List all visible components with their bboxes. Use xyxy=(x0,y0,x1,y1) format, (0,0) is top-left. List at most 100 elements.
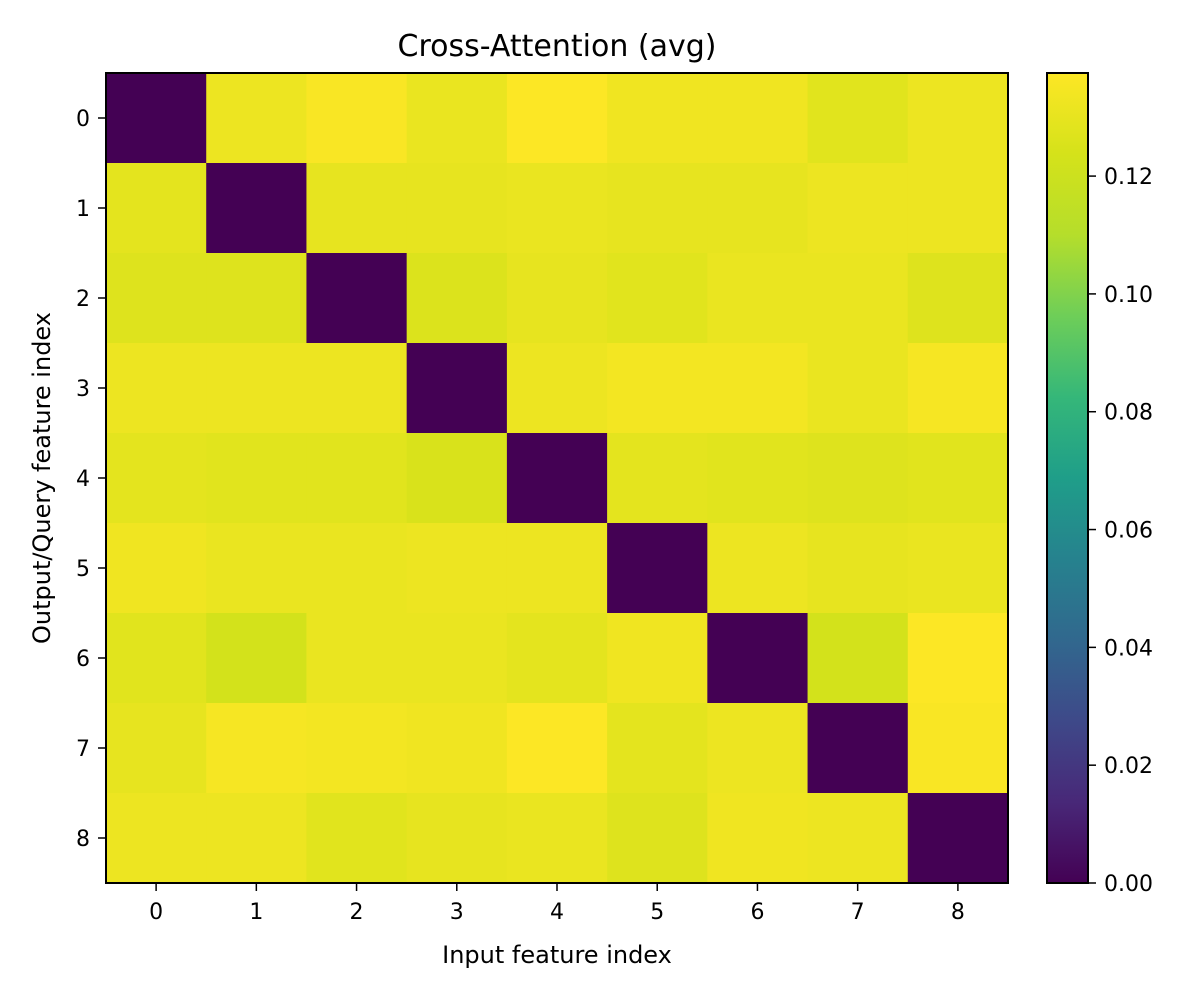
colorbar-tick-label: 0.10 xyxy=(1104,283,1153,308)
heatmap-cell xyxy=(406,73,508,164)
heatmap-cell xyxy=(707,613,809,704)
heatmap-cell xyxy=(306,253,408,344)
x-tick-label: 6 xyxy=(750,900,764,925)
heatmap-cell xyxy=(206,703,308,794)
heatmap-cell xyxy=(907,703,1009,794)
heatmap-cell xyxy=(506,523,608,614)
heatmap-cell xyxy=(306,343,408,434)
heatmap-cell xyxy=(106,793,207,884)
heatmap-cell xyxy=(607,343,708,434)
heatmap-cell xyxy=(607,793,708,884)
x-tick-label: 2 xyxy=(350,900,364,925)
heatmap-cell xyxy=(506,343,608,434)
heatmap-cell xyxy=(907,433,1009,524)
heatmap-cell xyxy=(807,793,909,884)
heatmap-cell xyxy=(807,433,909,524)
y-tick-label: 1 xyxy=(76,197,90,222)
heatmap-cell xyxy=(206,253,308,344)
heatmap-cell xyxy=(206,613,308,704)
heatmap-cell xyxy=(206,793,308,884)
heatmap-cell xyxy=(506,613,608,704)
heatmap-cell xyxy=(106,613,207,704)
heatmap-cell xyxy=(707,343,809,434)
heatmap-cell xyxy=(907,343,1009,434)
heatmap-cell xyxy=(106,73,207,164)
y-tick-label: 5 xyxy=(76,557,90,582)
heatmap-cell xyxy=(306,73,408,164)
heatmap-cell xyxy=(807,703,909,794)
heatmap-cell xyxy=(807,73,909,164)
heatmap-cell xyxy=(306,613,408,704)
heatmap-cell xyxy=(406,433,508,524)
heatmap-cell xyxy=(907,163,1009,254)
chart-title: Cross-Attention (avg) xyxy=(398,29,717,64)
colorbar-tick-label: 0.08 xyxy=(1104,401,1153,426)
heatmap-cell xyxy=(607,703,708,794)
heatmap-cell xyxy=(907,253,1009,344)
heatmap-cell xyxy=(607,73,708,164)
x-tick-label: 5 xyxy=(650,900,664,925)
heatmap-cell xyxy=(506,793,608,884)
y-tick-label: 4 xyxy=(76,467,90,492)
heatmap-cell xyxy=(807,613,909,704)
heatmap-cell xyxy=(306,703,408,794)
x-tick-label: 0 xyxy=(149,900,163,925)
heatmap-cell xyxy=(206,73,308,164)
heatmap-cell xyxy=(406,793,508,884)
heatmap-cell xyxy=(206,163,308,254)
heatmap-cell xyxy=(607,523,708,614)
x-tick-label: 3 xyxy=(450,900,464,925)
y-tick-label: 0 xyxy=(76,107,90,132)
heatmap-cell xyxy=(106,523,207,614)
colorbar-tick-label: 0.06 xyxy=(1104,519,1153,544)
colorbar-tick-label: 0.02 xyxy=(1104,754,1153,779)
x-tick-label: 8 xyxy=(951,900,965,925)
heatmap-cell xyxy=(707,793,809,884)
heatmap-cell xyxy=(907,613,1009,704)
heatmap-cells xyxy=(106,73,1009,884)
heatmap-cell xyxy=(607,253,708,344)
y-axis-label: Output/Query feature index xyxy=(28,312,56,644)
heatmap-cell xyxy=(707,523,809,614)
y-tick-label: 3 xyxy=(76,377,90,402)
y-tick-label: 7 xyxy=(76,737,90,762)
heatmap-cell xyxy=(707,253,809,344)
y-tick-label: 8 xyxy=(76,827,90,852)
heatmap-cell xyxy=(406,613,508,704)
heatmap-cell xyxy=(707,163,809,254)
heatmap-cell xyxy=(306,163,408,254)
x-tick-label: 7 xyxy=(851,900,865,925)
heatmap-cell xyxy=(106,343,207,434)
x-tick-label: 1 xyxy=(249,900,263,925)
heatmap-cell xyxy=(807,523,909,614)
x-axis-ticks: 0 1 2 3 4 5 6 7 8 xyxy=(149,883,965,925)
heatmap-cell xyxy=(206,343,308,434)
colorbar-tick-label: 0.12 xyxy=(1104,165,1153,190)
heatmap-cell xyxy=(907,793,1009,884)
heatmap-cell xyxy=(106,253,207,344)
heatmap-cell xyxy=(506,433,608,524)
colorbar-ticks: 0.00 0.02 0.04 0.06 0.08 0.10 0.12 xyxy=(1088,165,1153,897)
heatmap-cell xyxy=(907,73,1009,164)
heatmap-cell xyxy=(306,523,408,614)
heatmap-cell xyxy=(106,433,207,524)
heatmap-cell xyxy=(306,433,408,524)
heatmap-cell xyxy=(607,163,708,254)
colorbar-tick-label: 0.00 xyxy=(1104,872,1153,897)
heatmap-cell xyxy=(506,703,608,794)
heatmap-cell xyxy=(707,73,809,164)
heatmap-cell xyxy=(907,523,1009,614)
colorbar xyxy=(1046,72,1089,884)
x-tick-label: 4 xyxy=(550,900,564,925)
heatmap-cell xyxy=(406,343,508,434)
heatmap-cell xyxy=(707,433,809,524)
heatmap-cell xyxy=(406,703,508,794)
y-tick-label: 2 xyxy=(76,287,90,312)
heatmap-cell xyxy=(306,793,408,884)
heatmap-cell xyxy=(506,163,608,254)
heatmap-cell xyxy=(206,523,308,614)
colorbar-tick-label: 0.04 xyxy=(1104,636,1153,661)
heatmap-cell xyxy=(506,253,608,344)
heatmap-cell xyxy=(707,703,809,794)
